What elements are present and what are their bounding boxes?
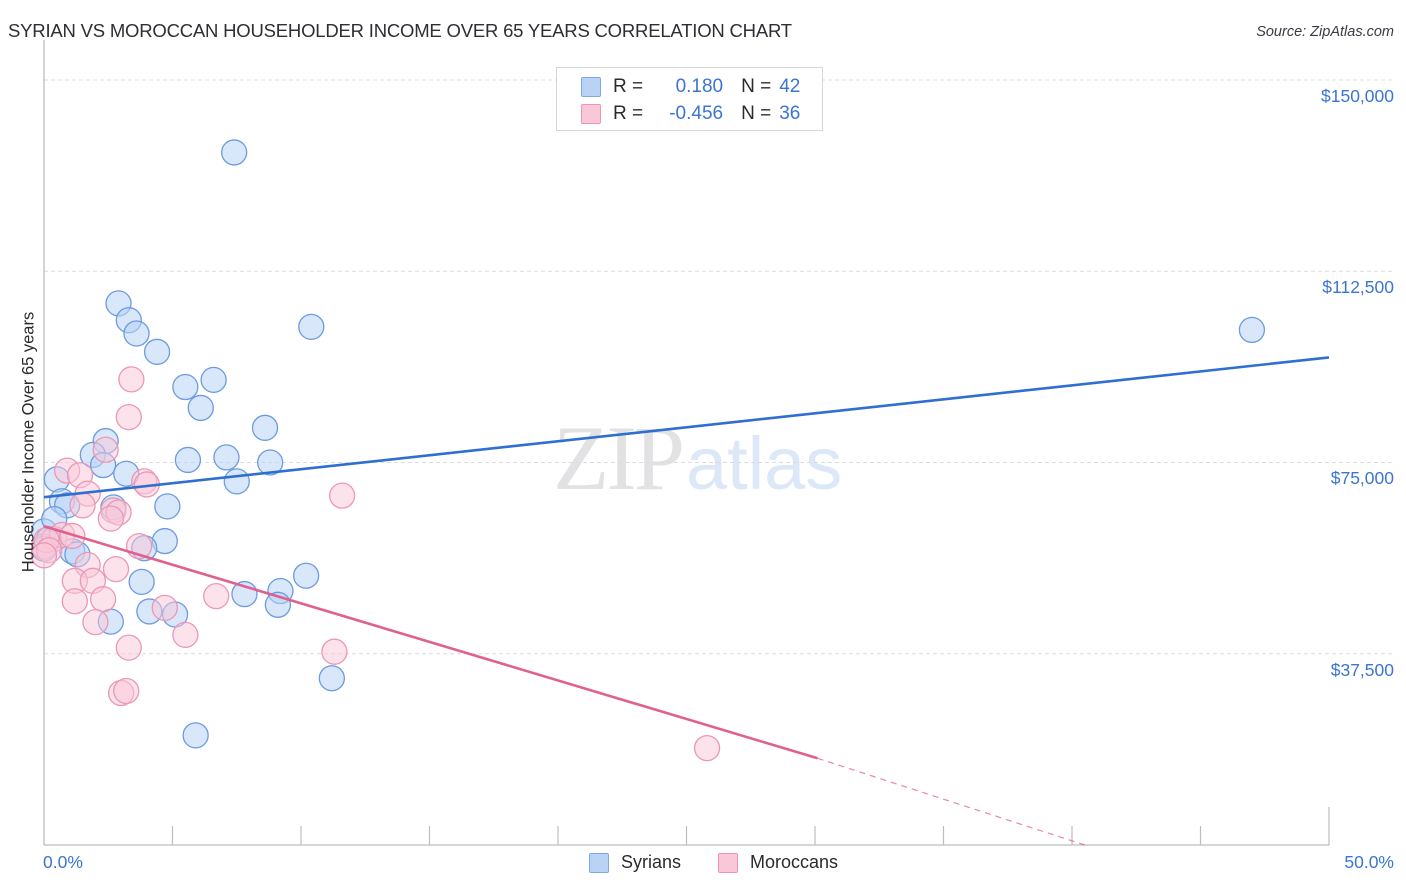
syrians-r-value: 0.180 <box>675 76 724 97</box>
moroccans-points <box>30 366 721 762</box>
data-point[interactable] <box>200 366 227 394</box>
y-tick-150000: $150,000 <box>1321 86 1394 106</box>
data-point[interactable] <box>203 582 230 610</box>
syrians-trend-line <box>43 356 1330 499</box>
data-point[interactable] <box>292 562 320 589</box>
data-point[interactable] <box>318 665 345 692</box>
y-tick-75000: $75,000 <box>1330 468 1394 488</box>
data-point[interactable] <box>257 449 284 476</box>
syrians-swatch-icon <box>589 852 609 873</box>
moroccans-trend-extension <box>817 757 1086 846</box>
moroccans-n-value: 36 <box>779 103 801 124</box>
data-point[interactable] <box>123 320 150 347</box>
data-point[interactable] <box>221 139 248 166</box>
data-point[interactable] <box>92 436 119 463</box>
syrians-points <box>30 139 1266 749</box>
legend-item-moroccans[interactable]: Moroccans <box>718 852 838 873</box>
data-point[interactable] <box>182 722 209 749</box>
data-point[interactable] <box>187 394 214 422</box>
moroccans-trend-line <box>43 525 818 760</box>
data-point[interactable] <box>251 414 279 441</box>
data-point[interactable] <box>298 313 325 340</box>
x-tick-50: 50.0% <box>1344 852 1394 872</box>
data-point[interactable] <box>693 734 721 762</box>
data-point[interactable] <box>151 594 178 621</box>
data-point[interactable] <box>115 403 142 431</box>
data-point[interactable] <box>172 373 199 401</box>
data-point[interactable] <box>115 634 142 661</box>
data-point[interactable] <box>172 621 199 649</box>
moroccans-r-value: -0.456 <box>669 103 724 124</box>
data-point[interactable] <box>154 493 181 520</box>
data-point[interactable] <box>143 338 171 365</box>
stats-legend: R = 0.180 N = 42 R = -0.456 N = 36 <box>556 67 823 131</box>
data-point[interactable] <box>30 542 58 569</box>
data-point[interactable] <box>223 468 250 495</box>
data-point[interactable] <box>128 568 155 595</box>
y-tick-112500: $112,500 <box>1322 277 1394 297</box>
data-point[interactable] <box>97 505 124 532</box>
legend-row-syrians: R = 0.180 N = 42 <box>581 75 800 99</box>
data-point[interactable] <box>213 444 240 471</box>
chart-title: SYRIAN VS MOROCCAN HOUSEHOLDER INCOME OV… <box>8 20 792 41</box>
moroccans-swatch-icon <box>581 104 601 124</box>
data-point[interactable] <box>321 638 348 665</box>
moroccans-swatch-icon <box>718 852 738 873</box>
legend-item-syrians[interactable]: Syrians <box>589 852 681 873</box>
source-credit: Source: ZipAtlas.com <box>1256 24 1394 40</box>
data-point[interactable] <box>82 608 109 636</box>
y-tick-37500: $37,500 <box>1330 660 1394 680</box>
data-point[interactable] <box>113 677 140 705</box>
data-point[interactable] <box>102 555 130 583</box>
data-point[interactable] <box>1238 316 1266 344</box>
data-point[interactable] <box>328 482 356 509</box>
data-point[interactable] <box>174 446 202 474</box>
data-point[interactable] <box>89 586 117 613</box>
x-tick-0: 0.0% <box>43 852 83 872</box>
y-axis-title: Householder Income Over 65 years <box>19 311 38 573</box>
data-point[interactable] <box>61 588 88 615</box>
syrians-swatch-icon <box>581 77 601 97</box>
data-point[interactable] <box>118 366 145 393</box>
data-point[interactable] <box>69 492 96 519</box>
syrians-n-value: 42 <box>779 76 801 97</box>
legend-row-moroccans: R = -0.456 N = 36 <box>581 102 800 126</box>
